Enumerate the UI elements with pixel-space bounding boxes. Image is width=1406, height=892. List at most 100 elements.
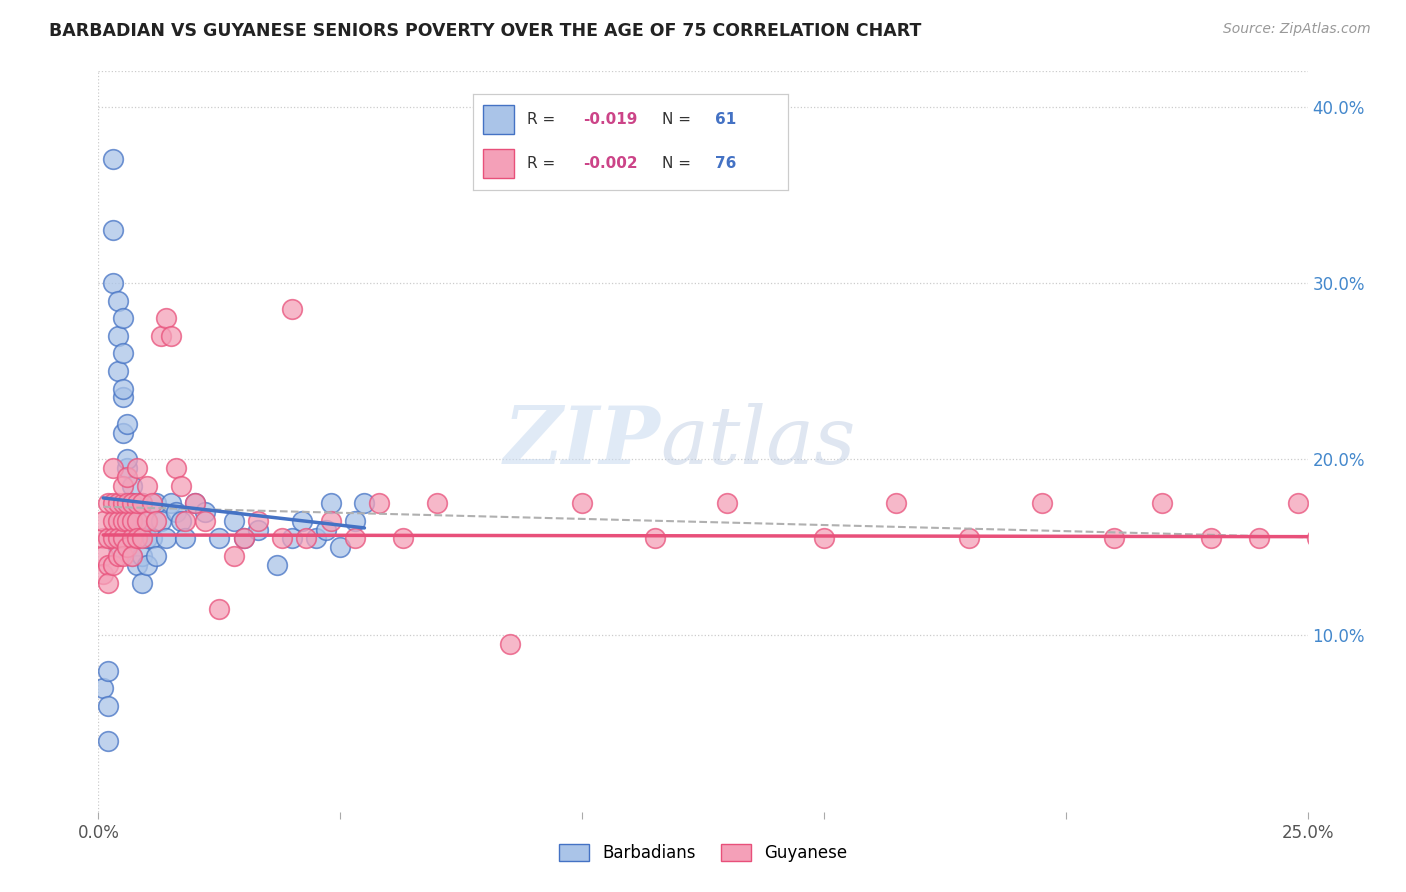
Point xyxy=(184,496,207,510)
Point xyxy=(127,532,149,546)
Point xyxy=(97,558,120,572)
Point xyxy=(111,549,134,563)
Point xyxy=(91,514,114,528)
Point xyxy=(1249,532,1271,546)
Point xyxy=(121,532,143,546)
Point xyxy=(281,302,304,317)
Point xyxy=(107,328,129,343)
Point xyxy=(1286,496,1309,510)
Point xyxy=(135,514,157,528)
Point xyxy=(131,575,153,590)
Point xyxy=(107,532,129,546)
Point xyxy=(101,223,124,237)
Point xyxy=(131,549,153,563)
Point xyxy=(1199,532,1222,546)
Point xyxy=(127,523,149,537)
Point xyxy=(111,346,134,360)
Point xyxy=(121,514,143,528)
Point xyxy=(716,496,738,510)
Point xyxy=(208,532,231,546)
Point xyxy=(111,311,134,326)
Point xyxy=(111,496,134,510)
Point xyxy=(91,681,114,696)
Point xyxy=(571,496,593,510)
Point xyxy=(160,496,183,510)
Point xyxy=(127,496,149,510)
Point xyxy=(121,496,143,510)
Point xyxy=(131,496,153,510)
Point xyxy=(117,514,139,528)
Point xyxy=(121,505,143,519)
Point xyxy=(97,532,120,546)
Point xyxy=(117,452,139,467)
Point xyxy=(121,549,143,563)
Point xyxy=(117,541,139,555)
Point xyxy=(101,276,124,290)
Point xyxy=(498,637,520,651)
Point xyxy=(97,496,120,510)
Point xyxy=(107,496,129,510)
Point xyxy=(101,558,124,572)
Point xyxy=(145,549,167,563)
Point xyxy=(111,425,134,440)
Point xyxy=(117,417,139,431)
Point xyxy=(127,558,149,572)
Point xyxy=(117,496,139,510)
Point xyxy=(145,496,167,510)
Point xyxy=(174,514,197,528)
Point xyxy=(91,549,114,563)
Point xyxy=(194,505,217,519)
Point xyxy=(169,514,191,528)
Point xyxy=(97,575,120,590)
Point xyxy=(91,532,114,546)
Point xyxy=(165,461,187,475)
Point xyxy=(121,532,143,546)
Point xyxy=(644,532,666,546)
Point xyxy=(343,532,366,546)
Point xyxy=(131,523,153,537)
Point xyxy=(97,698,120,713)
Point xyxy=(266,558,288,572)
Point xyxy=(281,532,304,546)
Point xyxy=(155,311,177,326)
Point xyxy=(135,514,157,528)
Point xyxy=(315,523,337,537)
Point xyxy=(141,496,163,510)
Point xyxy=(111,391,134,405)
Point xyxy=(117,532,139,546)
Point xyxy=(1344,496,1367,510)
Text: BARBADIAN VS GUYANESE SENIORS POVERTY OVER THE AGE OF 75 CORRELATION CHART: BARBADIAN VS GUYANESE SENIORS POVERTY OV… xyxy=(49,22,921,40)
Point xyxy=(368,496,391,510)
Point xyxy=(111,532,134,546)
Point xyxy=(353,496,375,510)
Point xyxy=(169,478,191,492)
Point xyxy=(101,514,124,528)
Point xyxy=(135,558,157,572)
Point xyxy=(121,496,143,510)
Point xyxy=(131,532,153,546)
Point xyxy=(111,382,134,396)
Point xyxy=(305,532,328,546)
Point xyxy=(127,532,149,546)
Point xyxy=(271,532,294,546)
Point xyxy=(174,532,197,546)
Point xyxy=(101,532,124,546)
Point xyxy=(91,566,114,581)
Point xyxy=(150,328,173,343)
Point xyxy=(101,496,124,510)
Point xyxy=(222,549,245,563)
Point xyxy=(107,549,129,563)
Point xyxy=(145,514,167,528)
Point xyxy=(131,496,153,510)
Text: atlas: atlas xyxy=(661,403,856,480)
Point xyxy=(101,461,124,475)
Point xyxy=(97,664,120,678)
Point xyxy=(957,532,980,546)
Point xyxy=(165,505,187,519)
Point xyxy=(150,514,173,528)
Point xyxy=(107,541,129,555)
Point xyxy=(222,514,245,528)
Point xyxy=(111,514,134,528)
Legend: Barbadians, Guyanese: Barbadians, Guyanese xyxy=(551,835,855,870)
Point xyxy=(160,328,183,343)
